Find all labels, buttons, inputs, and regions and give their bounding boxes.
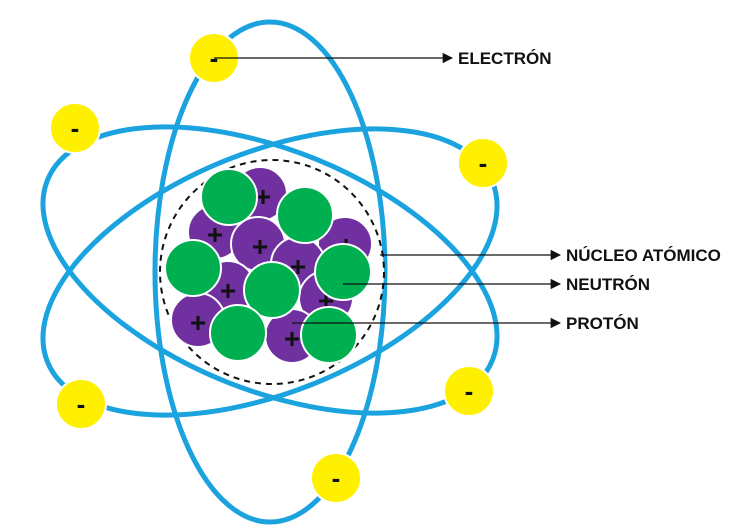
electron: - bbox=[310, 452, 362, 504]
neutron bbox=[209, 304, 267, 362]
neutron bbox=[314, 243, 372, 301]
nucleus-label: NÚCLEO ATÓMICO bbox=[566, 246, 721, 265]
neutrons bbox=[164, 168, 372, 364]
pointer-arrows bbox=[214, 52, 562, 329]
neutron bbox=[243, 261, 301, 319]
proton-sign: + bbox=[284, 323, 300, 354]
orbit-diagonal-a bbox=[40, 124, 500, 416]
electron-sign: - bbox=[71, 113, 80, 143]
electron: - bbox=[443, 365, 495, 417]
neutron bbox=[200, 168, 258, 226]
electron-sign: - bbox=[479, 148, 488, 178]
neutron-label: NEUTRÓN bbox=[566, 275, 650, 294]
electron-sign: - bbox=[77, 389, 86, 419]
electrons: - - - - - - bbox=[49, 32, 509, 504]
proton-sign: + bbox=[255, 181, 271, 212]
proton-sign: + bbox=[190, 307, 206, 338]
electron: - bbox=[55, 378, 107, 430]
electron-sign: - bbox=[332, 463, 341, 493]
proton-sign: + bbox=[220, 275, 236, 306]
neutron bbox=[300, 306, 358, 364]
electron: - bbox=[457, 137, 509, 189]
neutron bbox=[164, 239, 222, 297]
electron-label: ELECTRÓN bbox=[458, 49, 552, 68]
electron-sign: - bbox=[465, 376, 474, 406]
proton-sign: + bbox=[252, 231, 268, 262]
electron: - bbox=[49, 102, 101, 154]
neutron bbox=[276, 186, 334, 244]
proton-label: PROTÓN bbox=[566, 314, 639, 333]
proton-sign: + bbox=[207, 219, 223, 250]
